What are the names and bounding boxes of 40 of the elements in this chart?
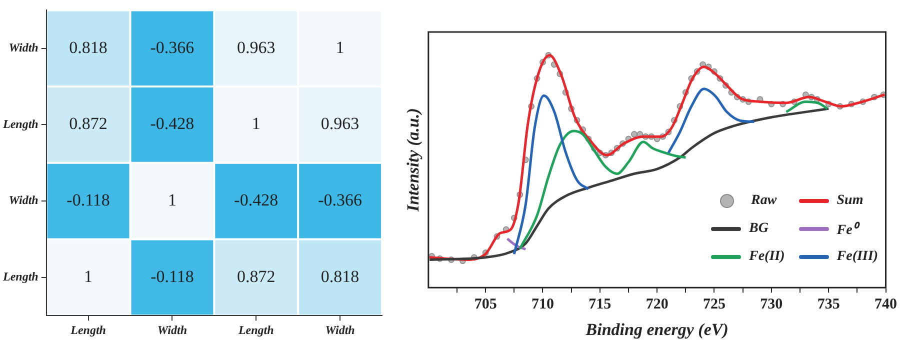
x-tick-label: 710 xyxy=(531,296,554,312)
x-tick-label: 730 xyxy=(760,296,783,312)
x-tick-label: 720 xyxy=(646,296,668,312)
x-tick-label: 715 xyxy=(588,296,612,312)
data-label: 0.818 xyxy=(320,266,360,286)
x-axis-title: Binding energy (eV) xyxy=(584,320,728,340)
data-label: -0.428 xyxy=(150,114,194,134)
y-axis-title: Intensity (a.u.) xyxy=(404,108,423,213)
data-label: 0.963 xyxy=(237,38,276,57)
x-tick-label: Width xyxy=(157,322,188,337)
data-label: 0.872 xyxy=(237,266,276,286)
legend-label: Fe⁰ xyxy=(836,220,858,239)
y-tick-label: Length xyxy=(2,270,39,284)
data-label: -0.118 xyxy=(66,190,110,210)
y-tick-label: Width xyxy=(8,193,39,208)
y-tick-label: Length xyxy=(2,116,39,131)
x-tick-label: Length xyxy=(237,322,274,337)
legend-label: Sum xyxy=(836,193,864,209)
data-label: 0.872 xyxy=(69,114,108,134)
data-label: -0.428 xyxy=(234,190,278,210)
data-label: -0.366 xyxy=(150,38,194,57)
data-label: 0.818 xyxy=(69,38,108,57)
x-tick-label: Width xyxy=(325,322,356,337)
data-label: 1 xyxy=(84,266,93,286)
y-tick-label: Width xyxy=(8,40,39,54)
legend-label: Raw xyxy=(750,193,777,209)
data-label: -0.118 xyxy=(150,266,194,286)
data-label: 1 xyxy=(168,190,176,210)
legend-label: Fe(II) xyxy=(748,249,785,265)
x-tick-label: 725 xyxy=(702,296,726,312)
data-label: -0.366 xyxy=(318,190,362,210)
x-tick-label: 735 xyxy=(817,296,840,312)
x-tick-label: 705 xyxy=(474,296,497,312)
x-tick-label: 740 xyxy=(874,296,897,312)
data-label: 0.963 xyxy=(320,114,360,134)
data-label: 1 xyxy=(336,38,344,57)
data-label: 1 xyxy=(252,114,260,134)
legend-label: BG xyxy=(748,221,768,237)
legend-label: Fe(III) xyxy=(836,249,878,265)
x-tick-label: Length xyxy=(70,322,106,337)
